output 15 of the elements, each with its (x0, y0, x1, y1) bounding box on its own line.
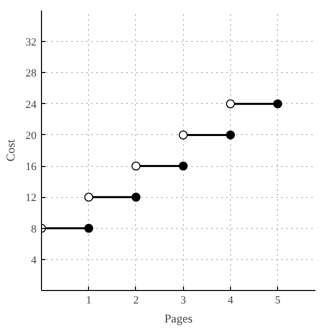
y-tick-label: 20 (26, 130, 37, 142)
y-tick-label: 8 (31, 223, 37, 236)
y-tick-label: 12 (26, 192, 36, 204)
y-tick-label: 4 (31, 254, 37, 266)
x-tick-label: 3 (180, 294, 186, 306)
x-tick-label: 4 (228, 294, 234, 306)
y-tick-label: 28 (26, 68, 37, 80)
x-tick-label: 1 (86, 294, 92, 306)
y-tick-label: 24 (26, 98, 37, 111)
y-axis-title: Cost (4, 138, 18, 162)
y-tick-label: 16 (26, 161, 37, 174)
y-tick-label: 32 (26, 36, 36, 49)
x-axis-title: Pages (164, 312, 193, 326)
x-tick-label: 5 (274, 294, 281, 306)
x-tick-label: 2 (133, 294, 139, 306)
